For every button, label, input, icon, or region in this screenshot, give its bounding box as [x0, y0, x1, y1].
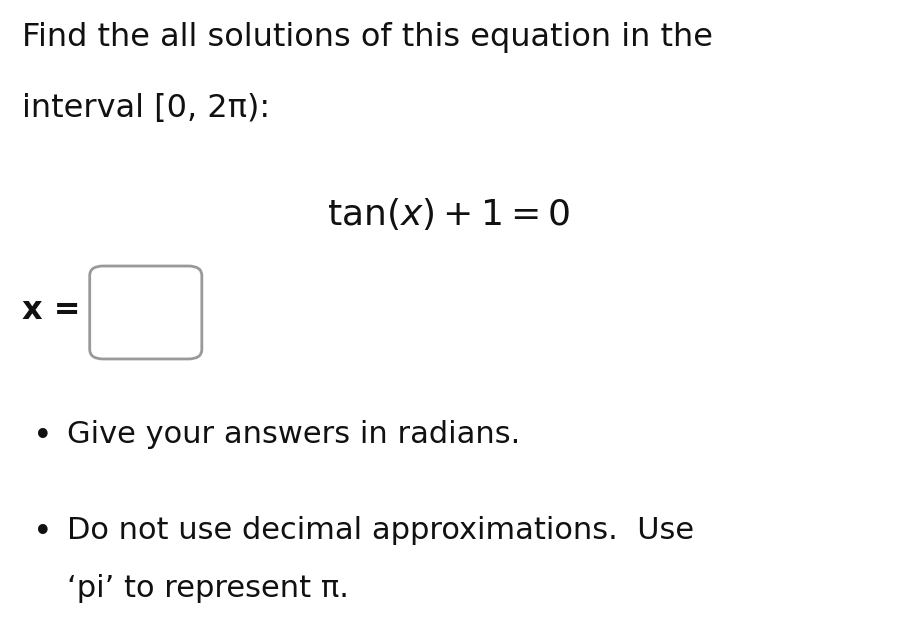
Text: x =: x = [22, 296, 81, 326]
Text: Do not use decimal approximations.  Use: Do not use decimal approximations. Use [67, 516, 694, 545]
Text: Find the all solutions of this equation in the: Find the all solutions of this equation … [22, 22, 713, 53]
Text: ‘pi’ to represent π.: ‘pi’ to represent π. [67, 574, 349, 603]
Text: interval [0, 2π):: interval [0, 2π): [22, 93, 271, 124]
Text: •: • [33, 516, 53, 549]
Text: •: • [33, 420, 53, 453]
Text: $\mathrm{tan}(x) + 1 = 0$: $\mathrm{tan}(x) + 1 = 0$ [327, 196, 570, 231]
Text: Give your answers in radians.: Give your answers in radians. [67, 420, 520, 449]
FancyBboxPatch shape [90, 266, 202, 359]
